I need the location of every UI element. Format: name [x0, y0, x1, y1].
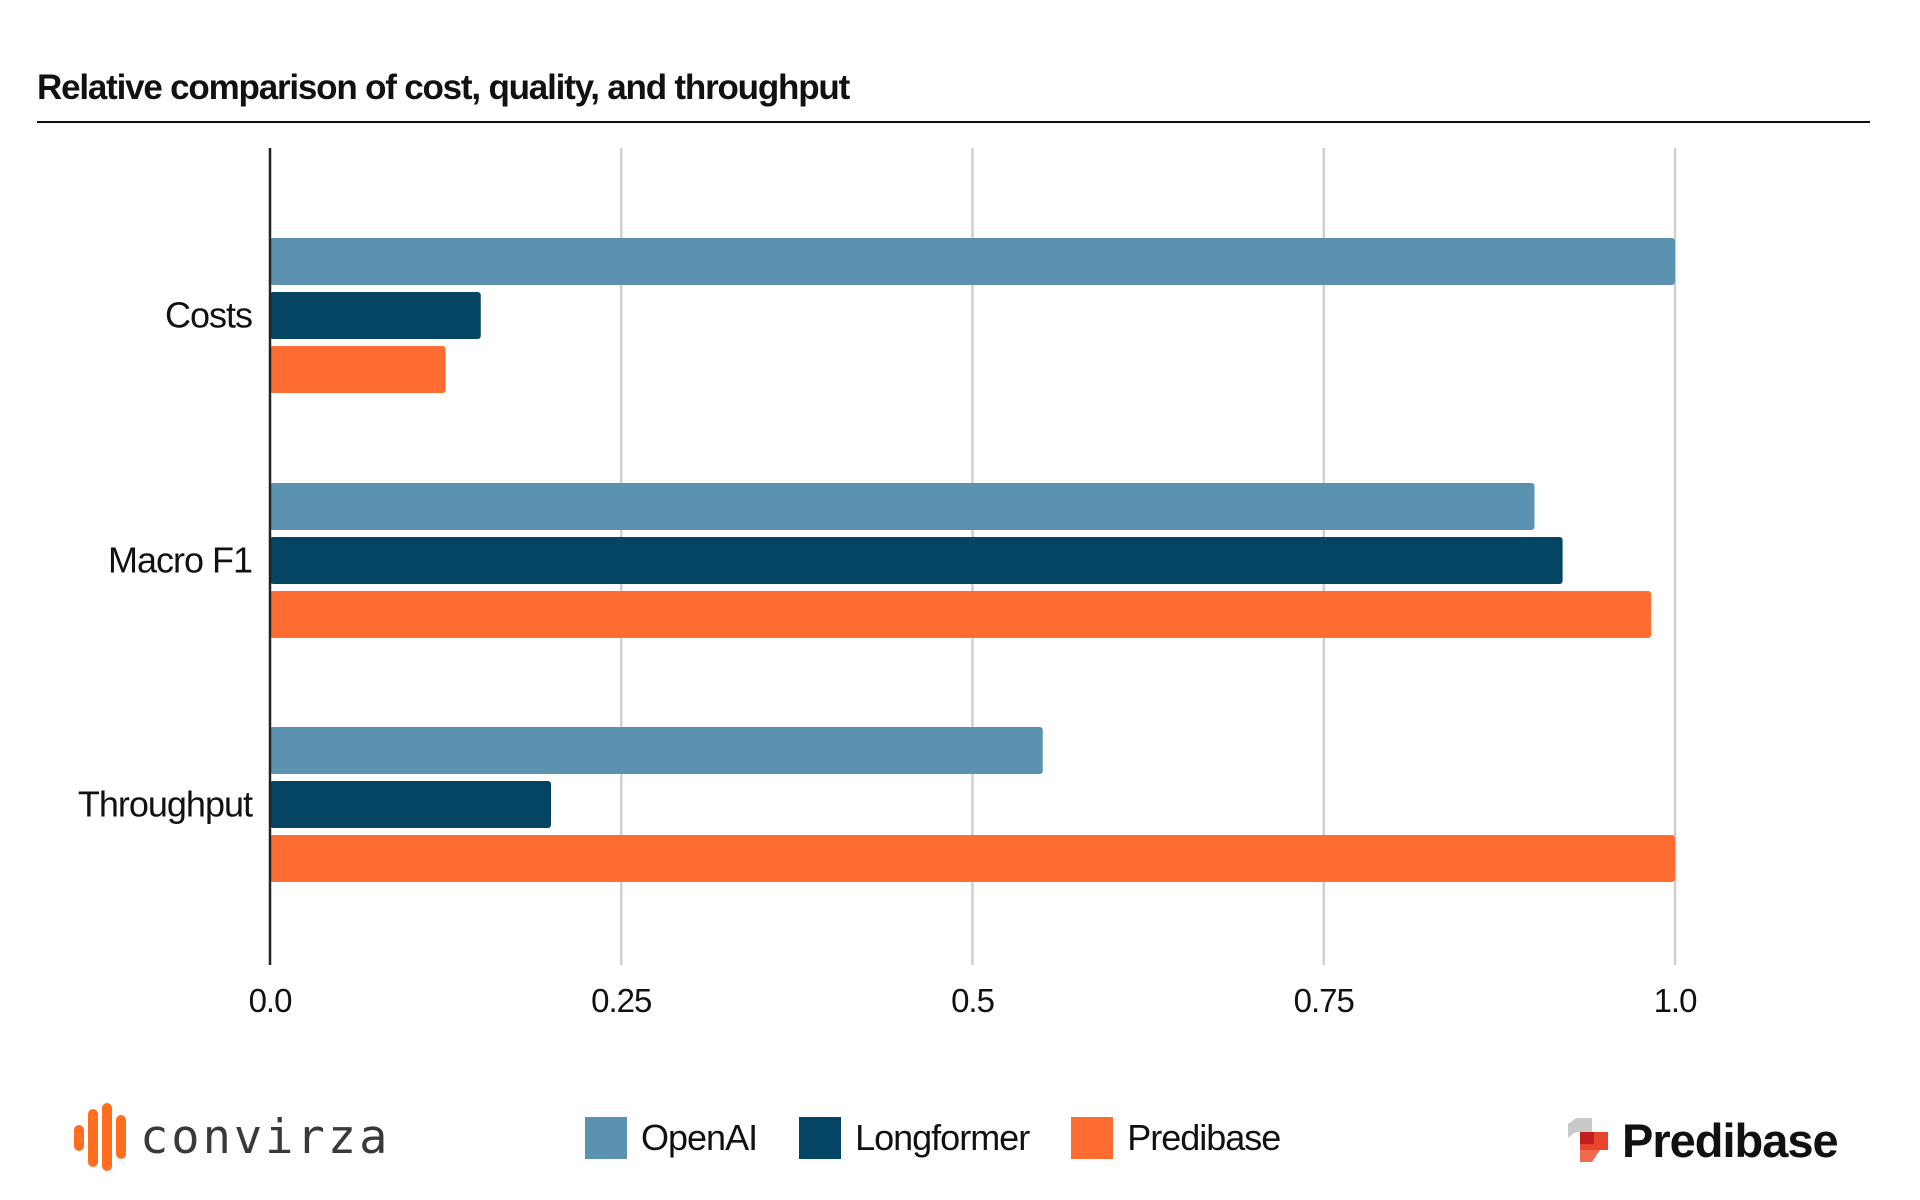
legend-swatch — [1071, 1117, 1114, 1159]
bar-openai-costs — [270, 238, 1675, 285]
bar-longformer-macro-f1 — [270, 537, 1563, 584]
x-tick-label: 0.5 — [951, 982, 994, 1019]
bar-longformer-costs — [270, 292, 481, 339]
legend-swatch — [799, 1117, 842, 1159]
bar-predibase-macro-f1 — [270, 591, 1652, 638]
category-labels: Costs Macro F1 Throughput — [78, 295, 254, 825]
legend-label: OpenAI — [641, 1117, 758, 1158]
legend-label: Longformer — [855, 1117, 1030, 1158]
legend-item-predibase: Predibase — [1071, 1117, 1281, 1159]
category-label: Macro F1 — [108, 540, 252, 581]
predibase-logo-text: Predibase — [1622, 1113, 1839, 1167]
convirza-logo-text: convirza — [140, 1109, 391, 1165]
bar-predibase-throughput — [270, 835, 1675, 882]
category-label: Costs — [165, 295, 252, 336]
x-tick-label: 0.25 — [591, 982, 651, 1019]
legend-swatch — [585, 1117, 627, 1159]
predibase-mark-icon — [1568, 1118, 1608, 1162]
title-divider — [37, 121, 1870, 123]
convirza-wave-icon — [74, 1103, 126, 1171]
legend-label: Predibase — [1127, 1117, 1281, 1158]
legend: OpenAI Longformer Predibase — [585, 1116, 1281, 1160]
bar-openai-throughput — [270, 727, 1043, 774]
x-tick-label: 1.0 — [1654, 982, 1698, 1019]
predibase-logo: Predibase — [1566, 1112, 1839, 1168]
legend-item-longformer: Longformer — [799, 1117, 1030, 1159]
bar-longformer-throughput — [270, 781, 551, 828]
legend-item-openai: OpenAI — [585, 1117, 758, 1159]
convirza-logo: convirza — [72, 1100, 390, 1174]
bar-chart: Costs Macro F1 Throughput 0.0 0.25 0.5 0.75 1.… — [78, 148, 1699, 1019]
bars — [270, 238, 1675, 882]
bar-openai-macro-f1 — [270, 483, 1535, 530]
bar-predibase-costs — [270, 346, 446, 393]
x-tick-label: 0.75 — [1294, 982, 1354, 1019]
category-label: Throughput — [78, 784, 253, 825]
chart-title: Relative comparison of cost, quality, an… — [37, 68, 850, 107]
x-tick-label: 0.0 — [249, 982, 293, 1019]
x-tick-labels: 0.0 0.25 0.5 0.75 1.0 — [249, 982, 1699, 1019]
